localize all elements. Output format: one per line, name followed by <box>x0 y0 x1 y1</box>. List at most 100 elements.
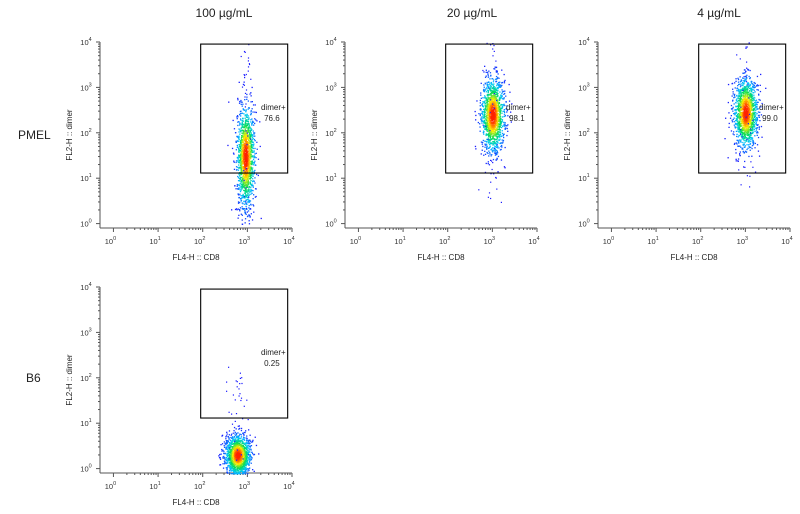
event-dot <box>758 155 761 157</box>
event-dot <box>489 104 491 106</box>
event-dot <box>245 110 247 112</box>
event-dot <box>247 176 249 178</box>
event-dot <box>491 100 493 102</box>
event-dot <box>245 155 247 157</box>
event-dot <box>504 124 506 126</box>
event-dot <box>242 133 245 135</box>
event-dot <box>744 131 746 133</box>
event-dot <box>737 122 739 124</box>
event-dot <box>480 92 482 94</box>
event-dot <box>242 160 244 162</box>
event-dot <box>756 118 758 120</box>
event-dot <box>243 146 245 148</box>
event-dot <box>481 149 483 151</box>
event-dot <box>245 139 248 141</box>
event-dot <box>745 106 747 108</box>
event-dot <box>239 469 241 471</box>
event-dot <box>750 132 753 135</box>
event-dot <box>504 122 506 124</box>
event-dot <box>497 142 499 144</box>
event-dot <box>237 136 239 139</box>
event-dot <box>239 154 242 156</box>
event-dot <box>748 135 750 137</box>
x-tick-label: 101 <box>647 236 658 246</box>
event-dot <box>250 166 252 168</box>
event-dot <box>242 208 244 210</box>
event-dot <box>237 169 240 171</box>
event-dot <box>496 83 498 85</box>
event-dot <box>744 97 746 100</box>
event-dot <box>499 113 501 116</box>
event-dot <box>750 134 752 137</box>
event-dot <box>483 116 485 118</box>
event-dot <box>739 101 742 103</box>
event-dot <box>737 145 739 147</box>
event-dot <box>240 158 242 160</box>
event-dot <box>236 115 239 117</box>
event-dot <box>482 106 485 108</box>
event-dot <box>243 145 246 148</box>
event-dot <box>496 120 498 122</box>
event-dot <box>251 147 253 149</box>
event-dot <box>504 128 506 130</box>
event-dot <box>239 133 241 135</box>
event-dot <box>743 107 745 109</box>
event-dot <box>241 121 243 124</box>
event-dot <box>749 121 752 123</box>
event-dot <box>234 132 237 134</box>
event-dot <box>497 145 499 148</box>
event-dot <box>741 136 743 138</box>
event-dot <box>747 68 749 70</box>
event-dot <box>739 117 741 119</box>
y-tick-exponent: 0 <box>334 219 337 225</box>
event-dot <box>252 186 254 188</box>
event-dot <box>239 124 241 126</box>
event-dot <box>756 103 758 106</box>
event-dot <box>488 131 490 133</box>
event-dot <box>233 160 235 162</box>
event-dot <box>491 118 493 120</box>
event-dot <box>496 70 498 72</box>
event-dot <box>738 121 740 123</box>
event-dot <box>251 86 253 89</box>
event-dot <box>502 133 505 136</box>
event-dot <box>253 205 255 207</box>
y-tick-exponent: 2 <box>587 128 590 134</box>
x-tick-label: 102 <box>439 236 450 246</box>
event-dot <box>241 124 243 126</box>
event-dot <box>253 138 256 141</box>
event-dot <box>488 86 490 88</box>
event-dot <box>739 104 741 106</box>
event-dot <box>750 100 752 102</box>
event-dot <box>490 88 492 90</box>
event-dot <box>749 87 751 90</box>
event-dot <box>500 116 502 118</box>
event-dot <box>736 87 738 89</box>
event-dot <box>487 76 489 78</box>
event-dot <box>747 127 750 129</box>
event-dot <box>222 456 224 458</box>
event-dot <box>741 84 743 87</box>
event-dot <box>242 181 244 183</box>
event-dot <box>758 94 760 96</box>
event-dot <box>245 125 247 128</box>
event-dot <box>246 134 248 136</box>
event-dot <box>490 129 492 131</box>
event-dot <box>754 91 756 93</box>
event-dot <box>492 147 494 149</box>
event-dot <box>227 466 229 468</box>
event-dot <box>246 176 249 178</box>
event-dot <box>501 144 503 147</box>
event-dot <box>498 107 501 109</box>
event-dot <box>746 148 748 151</box>
event-dot <box>501 82 503 84</box>
event-dot <box>488 150 490 152</box>
y-tick-exponent: 1 <box>89 418 92 424</box>
event-dot <box>239 427 241 430</box>
event-dot <box>248 186 250 188</box>
event-dot <box>739 122 741 124</box>
event-dot <box>743 86 745 88</box>
event-dot <box>481 122 483 124</box>
event-dot <box>749 95 751 97</box>
event-dot <box>746 114 748 116</box>
